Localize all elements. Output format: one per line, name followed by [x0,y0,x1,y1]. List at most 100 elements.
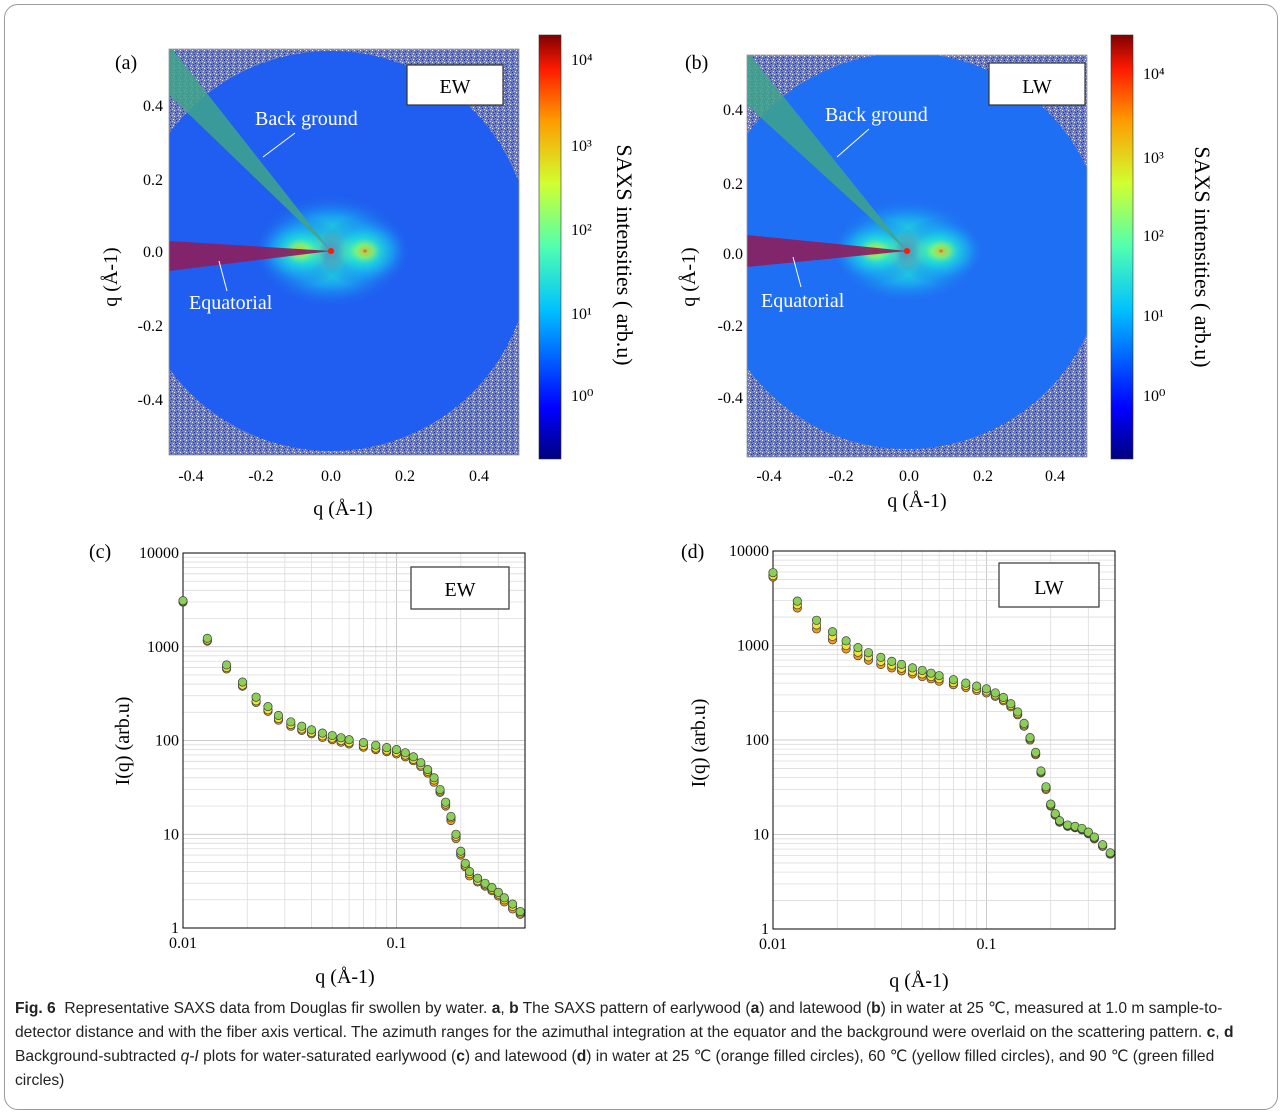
svg-text:-0.2: -0.2 [718,318,743,335]
y-tick-label: 1000 [737,638,769,655]
svg-text:10⁴: 10⁴ [571,52,593,69]
data-point-series-2 [1083,827,1093,837]
data-point-series-2 [876,652,886,662]
y-tick-labels-c: 1 10 100 1000 10000 [139,545,179,937]
data-point-series-2 [1089,832,1099,842]
colorbar-label-b: SAXS intensities ( arb.u) [1190,146,1215,367]
data-point-series-2 [456,846,466,856]
data-point-series-2 [306,725,317,735]
svg-text:0.4: 0.4 [143,98,163,115]
sector-background-a [169,49,331,251]
y-tick-label: 10000 [139,545,179,562]
colorbar-label-a: SAXS intensities ( arb.u) [612,144,637,365]
panel-a: (a) EW Back ground Equatorial -0.4 -0.2 … [100,34,637,520]
data-point-series-2 [1036,766,1046,776]
data-point-series-2 [863,648,874,658]
data-point-series-2 [972,681,982,691]
data-point-series-2 [792,596,802,606]
data-point-series-2 [429,773,439,783]
y-tick-label: 1000 [147,639,179,656]
points-c [178,596,525,919]
data-point-series-2 [251,692,261,702]
data-point-series-2 [990,688,1000,698]
data-point-series-2 [1041,782,1051,792]
data-point-series-2 [336,733,346,743]
sector-equatorial-a [169,241,331,271]
tag-b: LW [1022,76,1052,98]
data-point-series-2 [297,721,307,731]
sector-equatorial-label-b: Equatorial [761,290,845,312]
svg-text:10⁴: 10⁴ [1143,66,1165,83]
data-point-series-2 [853,643,863,653]
data-point-series-2 [1046,799,1056,809]
data-point-series-2 [460,858,470,868]
x-tick-label: 0.01 [759,936,787,953]
x-axis-label-c: q (Å-1) [315,966,374,988]
data-point-series-2 [961,678,971,688]
svg-text:10¹: 10¹ [1143,308,1164,325]
data-point-series-2 [841,636,851,646]
svg-text:10³: 10³ [1143,150,1164,167]
svg-text:-0.4: -0.4 [178,468,203,485]
data-point-series-2 [202,633,212,643]
data-point-series-2 [998,692,1008,703]
data-point-series-2 [493,887,503,897]
data-point-series-2 [812,615,822,625]
panel-b: (b) LW Back ground Equatorial -0.4 -0.2 … [678,34,1215,512]
y-tick-label: 1 [761,921,769,938]
svg-text:10⁰: 10⁰ [571,388,593,405]
data-point-series-2 [435,784,445,795]
svg-text:0.2: 0.2 [723,176,743,193]
data-point-series-2 [480,878,490,888]
svg-text:10³: 10³ [571,138,592,155]
sector-background-label-b: Back ground [825,104,928,126]
svg-text:0.4: 0.4 [469,468,489,485]
panel-b-label: (b) [685,52,708,74]
svg-text:-0.4: -0.4 [138,392,163,409]
data-point-series-2 [408,752,418,762]
figure-svg: (a) EW Back ground Equatorial -0.4 -0.2 … [89,34,1215,992]
sector-background-b [747,55,907,251]
data-point-series-2 [222,660,232,670]
data-point-series-2 [934,671,944,681]
data-point-series-2 [1050,809,1060,819]
y-axis-label-a: q (Å-1) [100,247,122,306]
y-tick-label: 1 [171,920,179,937]
data-point-series-2 [423,764,433,775]
x-axis-label-b: q (Å-1) [887,490,946,512]
svg-text:0.0: 0.0 [321,468,341,485]
data-point-series-2 [1025,733,1035,743]
svg-text:-0.2: -0.2 [828,468,853,485]
y-tick-label: 10 [753,827,769,844]
x-axis-label-a: q (Å-1) [313,498,372,520]
sector-equatorial-label-a: Equatorial [189,292,273,314]
x-ticks-a: -0.4 -0.2 0.0 0.2 0.4 [178,468,489,485]
x-tick-labels-d: 0.01 0.1 [759,936,996,953]
plot-frame-c [182,552,526,929]
svg-text:0.0: 0.0 [143,244,163,261]
data-point-series-2 [473,873,483,883]
data-point-series-2 [1019,718,1029,728]
saxs-pattern-a [169,49,519,455]
y-axis-label-d: I(q) (arb.u) [688,699,710,788]
tag-a: EW [439,76,470,98]
panel-c-label: (c) [89,541,111,563]
figure-caption: Fig. 6 Representative SAXS data from Dou… [15,1000,1234,1089]
data-point-series-2 [273,710,284,721]
svg-text:10²: 10² [1143,228,1164,245]
data-point-series-2 [441,797,451,807]
tag-c: EW [444,579,475,601]
data-point-series-2 [1105,848,1115,858]
svg-text:10⁰: 10⁰ [1143,388,1165,405]
y-tick-label: 100 [745,732,769,749]
colorbar-ticks-b: 10⁴ 10³ 10² 10¹ 10⁰ [1143,66,1165,405]
panel-a-label: (a) [115,52,137,74]
svg-text:-0.2: -0.2 [138,318,163,335]
data-point-series-2 [907,663,917,673]
panel-d: (d) 1 10 100 1000 10000 0.01 0.1 LW q (Å-1) I… [681,541,1116,992]
svg-text:-0.4: -0.4 [756,468,781,485]
sector-equatorial-b [747,235,907,267]
data-point-series-2 [237,677,248,687]
beam-center-a [328,248,334,254]
svg-text:0.2: 0.2 [973,468,993,485]
